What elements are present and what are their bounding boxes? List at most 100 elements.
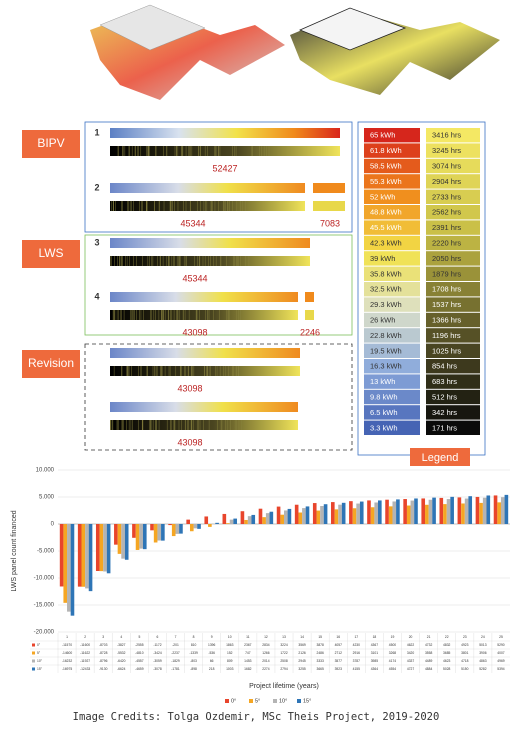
bar (63, 524, 68, 603)
barcode-line (146, 366, 148, 376)
barcode-line (121, 420, 123, 430)
barcode-line (138, 420, 139, 430)
barcode-line (170, 420, 172, 430)
barcode-line (114, 310, 115, 320)
barcode-line (210, 256, 211, 266)
bar (312, 503, 317, 524)
barcode-line (211, 201, 213, 211)
barcode-line (112, 310, 114, 320)
barcode-line (133, 310, 135, 320)
legend-energy-cell (364, 312, 420, 328)
x-tick-label: 23 (463, 635, 467, 639)
barcode-line (177, 201, 179, 211)
bar (457, 497, 462, 524)
barcode-line (155, 310, 156, 320)
table-value: -16975 (62, 667, 72, 671)
barcode-line (220, 256, 221, 266)
barcode-line (179, 310, 181, 320)
legend-energy-cell (364, 328, 420, 343)
barcode-line (212, 310, 214, 320)
table-value: 2794 (280, 667, 288, 671)
barcode-line (191, 366, 192, 376)
bar (439, 497, 444, 524)
barcode-line (139, 310, 140, 320)
barcode-line (185, 201, 187, 211)
barcode-line (208, 420, 210, 430)
bar (421, 498, 426, 524)
bar (388, 506, 393, 524)
bar (121, 524, 125, 559)
table-value: 218 (209, 667, 215, 671)
section-label: LWS (38, 246, 63, 260)
barcode-line (240, 420, 242, 430)
y-tick-label: 10.000 (36, 468, 55, 474)
bar (450, 496, 454, 524)
barcode-line (149, 146, 150, 156)
bar (67, 524, 71, 612)
table-value: -1781 (171, 667, 180, 671)
barcode-line (111, 256, 112, 266)
table-value: -803 (190, 659, 197, 663)
barcode-line (197, 201, 198, 211)
barcode-line (128, 366, 130, 376)
barcode-line (199, 256, 201, 266)
hours-bar (110, 256, 310, 266)
barcode-line (142, 256, 143, 266)
barcode-line (151, 256, 153, 266)
legend-hours-cell (426, 143, 480, 158)
table-value: 3333 (316, 659, 324, 663)
hours-bar (305, 310, 314, 320)
table-value: 2834 (262, 643, 270, 647)
barcode-line (149, 256, 150, 266)
barcode-line (159, 201, 160, 211)
legend-hours-cell (426, 389, 480, 405)
table-value: 747 (245, 651, 251, 655)
legend-hours-label: 1025 hrs (432, 346, 461, 355)
legend-hours-cell (426, 282, 480, 297)
legend-energy-cell (364, 282, 420, 297)
table-value: -6624 (117, 667, 126, 671)
barcode-line (210, 366, 211, 376)
building-illustrations (90, 4, 500, 100)
table-value: 2274 (262, 667, 270, 671)
barcode-line (142, 420, 144, 430)
barcode-line (146, 146, 147, 156)
barcode-line (251, 146, 253, 156)
legend-hours-cell (426, 220, 480, 235)
bar (349, 501, 353, 524)
barcode-line (120, 256, 122, 266)
barcode-line (177, 310, 178, 320)
legend-energy-label: 22.8 kWh (370, 331, 402, 340)
barcode-line (113, 366, 115, 376)
barcode-line (200, 201, 201, 211)
bar (338, 504, 342, 524)
table-value: 4554 (389, 667, 397, 671)
barcode-line (173, 420, 175, 430)
legend-energy-label: 39 kWh (370, 254, 395, 263)
legend-key (273, 699, 277, 703)
barcode-line (155, 366, 157, 376)
bar (504, 494, 509, 524)
barcode-line (151, 310, 153, 320)
table-value: 1453 (244, 659, 252, 663)
bar (443, 504, 447, 524)
barcode-line (127, 201, 128, 211)
panel-count: 52427 (212, 163, 237, 173)
bar (276, 506, 281, 524)
legend-energy-label: 42.3 kWh (370, 238, 402, 247)
barcode-line (202, 256, 204, 266)
table-value: 2508 (280, 659, 288, 663)
barcode-line (245, 201, 246, 211)
x-axis-label: Project lifetime (years) (249, 683, 319, 690)
legend-energy-label: 52 kWh (370, 192, 395, 201)
x-tick-label: 14 (300, 635, 304, 639)
table-value: -11570 (62, 643, 72, 647)
energy-bar (110, 128, 340, 138)
barcode-line (220, 420, 222, 430)
table-value: -1829 (171, 659, 180, 663)
barcode-line (188, 420, 189, 430)
barcode-line (113, 310, 115, 320)
table-value: 5150 (461, 667, 469, 671)
barcode-line (215, 146, 217, 156)
